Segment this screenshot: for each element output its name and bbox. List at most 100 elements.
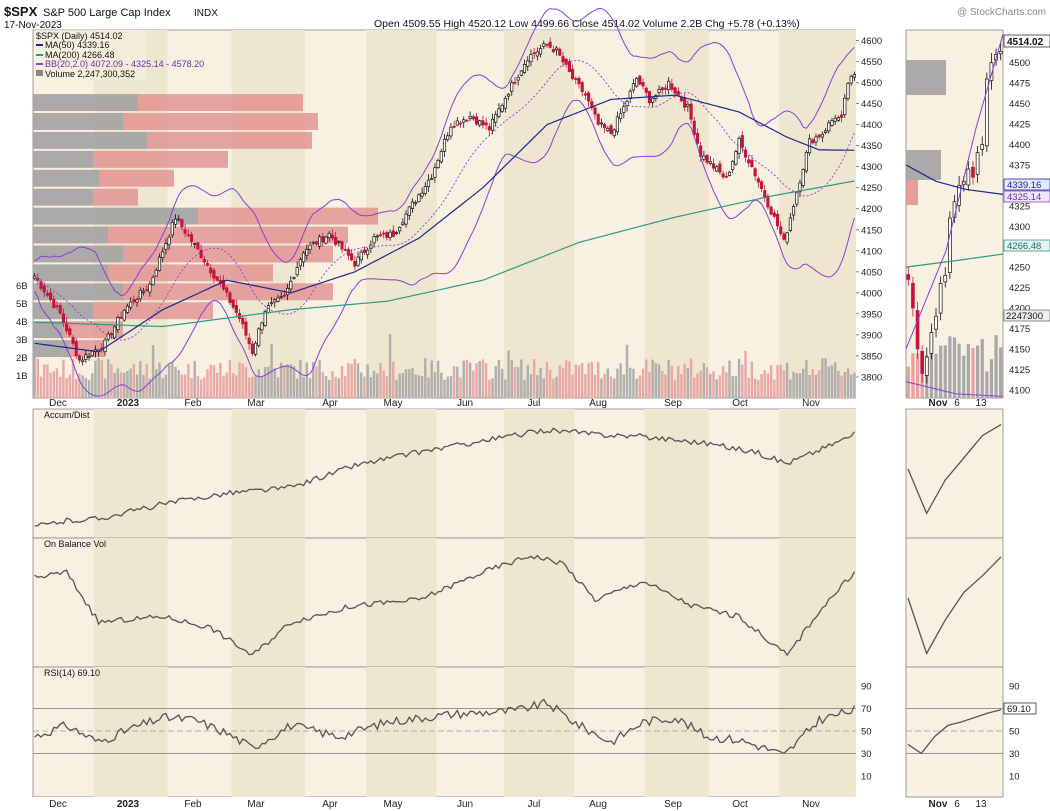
candle-body (116, 317, 120, 330)
candle-body (398, 226, 402, 232)
price-legend: $SPX (Daily) 4514.02 MA(50) 4339.16 MA(2… (34, 30, 204, 80)
zoom-candle-body (906, 274, 911, 280)
volume-bar (728, 360, 731, 398)
rsi-tick-label: 90 (861, 682, 872, 693)
candle-body (772, 212, 776, 217)
candle-body (651, 97, 655, 103)
volume-bar (107, 359, 110, 398)
month-label: Jul (528, 799, 541, 810)
zoom-ma50 (905, 164, 1004, 195)
candle-body (343, 249, 347, 251)
legend-price: $SPX (Daily) 4514.02 (36, 31, 123, 41)
candle-body (318, 236, 322, 247)
candle-body (574, 78, 578, 80)
accum-dist-month-band (93, 409, 168, 538)
volume-bar (100, 359, 104, 398)
volume-bar (206, 369, 209, 398)
candle-body (45, 293, 49, 296)
candle-body (522, 64, 527, 73)
volume-bar (171, 362, 174, 398)
volume-bar (145, 363, 148, 398)
zoom-date-label: 13 (975, 799, 987, 810)
price-tick-label: 4350 (861, 141, 882, 152)
volume-bar (180, 374, 184, 398)
candle-body (622, 106, 626, 113)
volume-bar (753, 378, 757, 398)
zoom-rsi-tick-label: 50 (1009, 727, 1020, 738)
volume-bar (75, 378, 78, 398)
volume-bar (472, 370, 475, 398)
candle-body (132, 299, 136, 303)
candle-body (205, 263, 210, 266)
candle-body (743, 149, 748, 158)
candle-body (42, 285, 46, 293)
month-label-upper: Jul (528, 398, 541, 409)
zoom-volume-bar (980, 338, 984, 398)
candle-body (426, 179, 431, 188)
candle-body (103, 339, 107, 353)
month-label: Jun (457, 799, 473, 810)
volume-bar (584, 374, 587, 398)
vbp-bar-up (33, 264, 108, 282)
volume-bar (654, 362, 658, 398)
candle-body (337, 240, 341, 243)
candle-body (366, 249, 370, 256)
volume-bar (731, 375, 734, 398)
close-value: 4514.02 (602, 18, 640, 30)
volume-bar (846, 368, 850, 398)
candle-body (731, 161, 735, 170)
bb-upper (34, 7, 855, 297)
rsi-tick-label: 50 (861, 727, 872, 738)
candle-body (68, 328, 72, 336)
rsi-month-band (366, 667, 437, 797)
volume-bar (215, 372, 219, 398)
zoom-date-label: 13 (975, 398, 987, 409)
volume-bar (699, 370, 702, 398)
volume-bar (113, 372, 116, 398)
volume-bar (766, 373, 770, 398)
candle-body (49, 292, 53, 300)
volume-bar (139, 360, 142, 398)
volume-bar (641, 368, 645, 398)
volume-bar (712, 371, 715, 398)
legend-volume: Volume 2,247,300,352 (45, 69, 135, 79)
candle-body (452, 125, 456, 128)
candle-body (58, 305, 62, 314)
volume-bar (331, 371, 334, 398)
candle-body (481, 120, 485, 126)
volume-bar (251, 376, 254, 398)
zoom-volume-bar (929, 339, 934, 398)
candle-body (372, 236, 376, 244)
candle-body (436, 159, 440, 169)
volume-bar (497, 360, 501, 398)
candle-body (788, 217, 792, 231)
candle-body (430, 178, 434, 180)
candle-body (362, 249, 367, 253)
volume-bar (760, 374, 763, 398)
candle-body (580, 82, 584, 92)
vbp-bar-up (33, 245, 123, 263)
volume-bar (664, 374, 667, 398)
zoom-tick-label: 4450 (1009, 99, 1030, 110)
zoom-ma200 (905, 253, 1004, 268)
volume-bar (366, 364, 369, 398)
vbp-bar-down (93, 150, 228, 168)
candle-body (241, 317, 245, 325)
volume-bar (741, 364, 744, 398)
candle-body (615, 116, 619, 133)
volume-bar (782, 370, 786, 398)
volume-bar (398, 373, 401, 398)
candle-body (420, 192, 424, 197)
candle-body (795, 192, 799, 205)
zoom-vbp (906, 180, 918, 205)
volume-bar (379, 362, 382, 398)
candle-body (407, 206, 411, 216)
vbp-bar-up (33, 207, 198, 225)
candle-body (644, 87, 648, 93)
volume-bar (536, 375, 539, 398)
candle-body (673, 87, 677, 94)
ohlc-summary: Open 4509.55 High 4520.12 Low 4499.66 Cl… (374, 18, 800, 30)
rsi-axis-bg (856, 667, 898, 797)
date-axis: Dec 2023 Feb Mar Apr May Jun Jul Aug Sep Oct Nov Dec… (33, 398, 856, 811)
volume-bar (638, 375, 642, 398)
